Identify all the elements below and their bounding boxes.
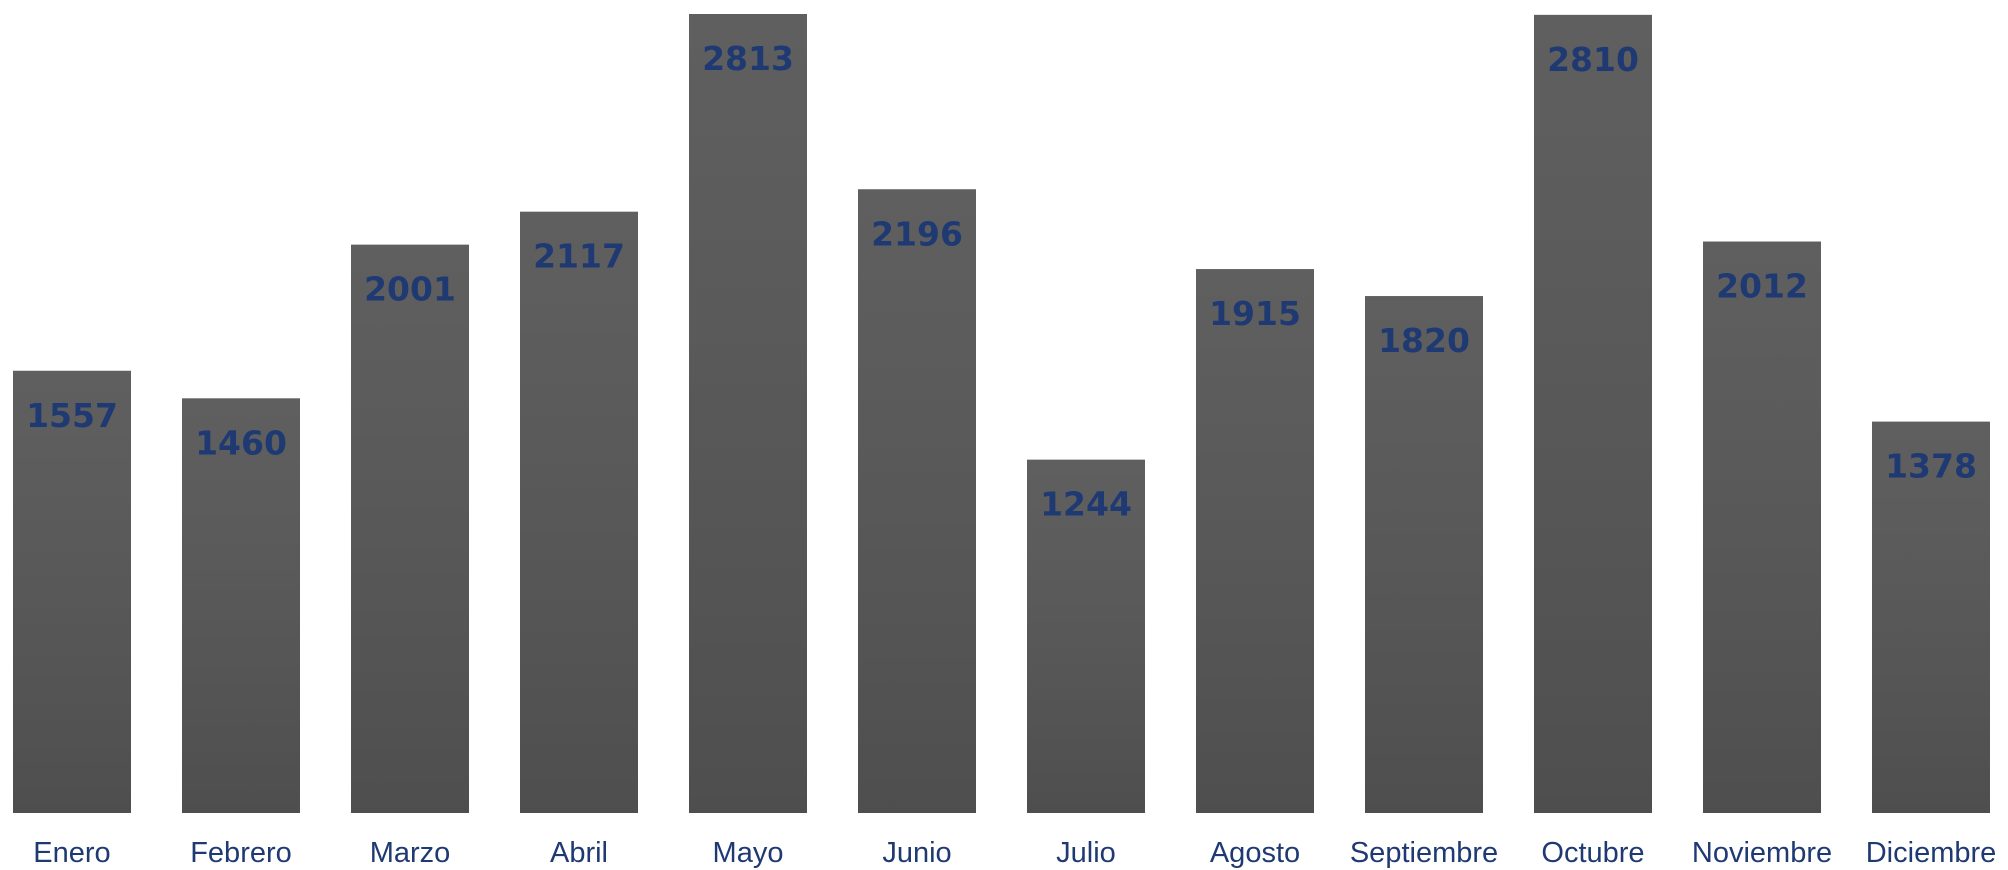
x-tick-label: Enero	[33, 837, 110, 869]
x-tick-label: Octubre	[1541, 837, 1644, 869]
bar-shade	[520, 211, 638, 813]
data-label: 1820	[1378, 321, 1470, 360]
x-tick-label: Septiembre	[1350, 837, 1498, 869]
bar-shade	[1027, 459, 1145, 813]
bar-shade	[689, 14, 807, 813]
bar-shade	[13, 370, 131, 813]
x-tick-label: Marzo	[370, 837, 451, 869]
bar-shade	[1703, 241, 1821, 813]
data-label: 2001	[364, 270, 456, 309]
data-label: 2813	[702, 39, 794, 78]
bar-shade	[182, 398, 300, 813]
x-tick-label: Diciembre	[1866, 837, 1997, 869]
bar-shade	[858, 189, 976, 813]
data-label: 2810	[1547, 40, 1639, 79]
x-tick-label: Noviembre	[1692, 837, 1832, 869]
data-label: 2196	[871, 214, 963, 253]
x-tick-label: Mayo	[713, 837, 784, 869]
data-label: 2012	[1716, 267, 1808, 306]
bar-shade	[1534, 14, 1652, 814]
data-label: 2117	[533, 237, 625, 276]
bar-shade	[1196, 269, 1314, 813]
bar-shade	[1365, 296, 1483, 813]
x-tick-label: Agosto	[1210, 837, 1300, 869]
data-label: 1915	[1209, 294, 1301, 333]
data-label: 1460	[195, 423, 287, 462]
x-tick-label: Junio	[882, 837, 951, 869]
bar-shade	[1872, 421, 1990, 813]
x-tick-label: Febrero	[190, 837, 292, 869]
x-tick-label: Julio	[1056, 837, 1116, 869]
x-tick-label: Abril	[550, 837, 608, 869]
bar-shade	[351, 244, 469, 814]
data-label: 1557	[26, 396, 118, 435]
data-label: 1244	[1040, 485, 1132, 524]
data-label: 1378	[1885, 447, 1977, 486]
